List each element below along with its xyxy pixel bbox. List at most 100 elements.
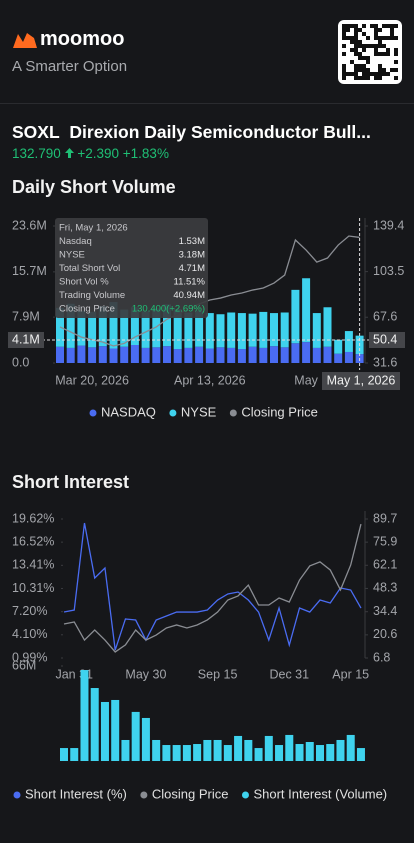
qr-cell [394,68,398,72]
qr-cell [362,32,366,36]
price-change-pct: +1.83% [122,146,169,161]
qr-cell [394,48,398,52]
qr-cell [382,36,386,40]
qr-cell [342,36,346,40]
bar [98,306,107,347]
qr-cell [346,28,350,32]
qr-cell [378,72,382,76]
bar [237,313,246,350]
qr-cell [342,68,346,72]
qr-cell [358,28,362,32]
tooltip-value: 130.400(+2.69%) [132,304,205,315]
qr-code-box [338,20,402,84]
qr-cell [386,52,390,56]
stock-title: SOXL Direxion Daily Semiconductor Bull..… [12,122,371,143]
bar [60,748,68,761]
bar [182,745,191,761]
qr-cell [342,52,346,56]
legend-label: NASDAQ [101,404,156,419]
bar [334,353,343,363]
qr-cell [350,72,354,76]
tooltip-label: Total Short Vol [59,263,120,274]
tooltip-bg [55,218,208,318]
bar [163,346,171,363]
y-tick-label: 62.1 [373,558,397,572]
crosshair-y2-label: 50.4 [373,332,397,346]
bar [77,345,86,363]
bar [270,313,278,347]
bar [184,347,193,363]
legend-marker [229,409,237,417]
qr-cell [342,44,346,48]
bar [305,742,314,761]
legend-label: Closing Price [241,404,318,419]
up-arrow [64,148,74,158]
y-tick-label: 13.41% [12,558,54,572]
qr-cell [342,76,346,80]
qr-cell [366,72,370,76]
y-tick-label: 0.99% [12,650,47,664]
qr-cell [342,24,346,28]
qr-cell [382,68,386,72]
qr-cell [362,68,366,72]
line [63,522,362,651]
bar [141,311,150,348]
qr-cell [358,40,362,44]
y-tick-label: 67.6 [373,310,397,324]
qr-cell [382,44,386,48]
tooltip-value: 4.71M [179,263,205,274]
qr-cell [378,40,382,44]
qr-cell [394,36,398,40]
qr-cell [358,68,362,72]
crosshair-label-bg [8,332,44,348]
y-tick-label: 0.0 [12,355,29,369]
bar [264,735,273,761]
y-tick-label: 20.6 [373,627,397,641]
qr-cell [394,52,398,56]
bar [259,311,268,348]
qr-cell [366,68,370,72]
price: 132.790 [12,146,61,161]
bar [291,343,300,363]
crosshair-label-bg [322,372,400,390]
crosshair-label-bg [369,332,405,348]
tagline: A Smarter Option [12,58,128,75]
crosshair-y-label: 4.1M [12,332,40,346]
qr-cell [386,72,390,76]
qr-cell [358,56,362,60]
line [63,523,362,653]
qr-cell [354,32,358,36]
bar [227,312,236,348]
bar [291,289,300,344]
bar [316,745,324,761]
bar [237,349,246,363]
qr-cell [354,64,358,68]
x-tick-label: Apr 13, 2026 [174,373,246,387]
qr-cell [354,36,358,40]
bar [302,278,311,343]
qr-cell [374,44,378,48]
qr-cell [378,36,382,40]
qr-cell [342,72,346,76]
qr-cell [366,60,370,64]
bar [98,346,107,363]
bar [70,748,79,761]
bar [323,346,332,363]
crosshair-x-label: May 1, 2026 [327,373,396,387]
qr-cell [390,36,394,40]
bar [280,347,289,363]
tooltip-label: Trading Volume [59,290,125,301]
y-tick-label: 103.5 [373,264,404,278]
bar [344,331,353,352]
legend-label: Closing Price [152,786,229,801]
tooltip-label: Closing Price [59,304,115,315]
bar [152,308,161,348]
bar [234,735,243,761]
qr-cell [386,36,390,40]
legend-marker [89,409,97,417]
qr-cell [390,68,394,72]
tooltip-label: NYSE [59,250,85,261]
bar [120,346,129,363]
qr-cell [374,72,378,76]
